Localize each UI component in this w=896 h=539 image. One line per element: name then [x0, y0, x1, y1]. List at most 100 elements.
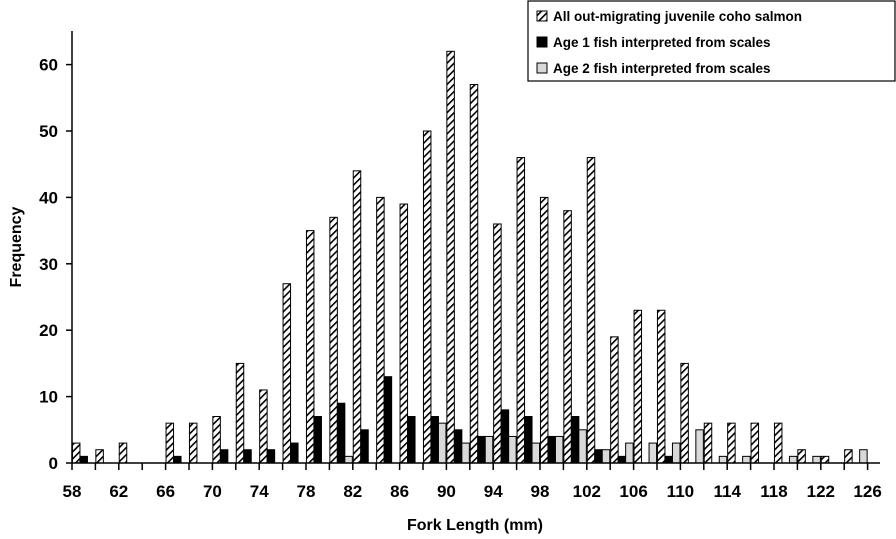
- y-tick-label: 0: [49, 454, 58, 473]
- bar-all: [352, 170, 362, 464]
- bar-age1: [407, 416, 416, 464]
- bar-age1: [79, 455, 88, 464]
- axes: [71, 31, 880, 464]
- bar-all: [376, 196, 385, 464]
- bar-age2: [742, 455, 751, 464]
- bar-all: [118, 442, 128, 464]
- bar-all: [797, 449, 806, 464]
- x-tick-label: 58: [63, 482, 82, 501]
- bar-all: [539, 196, 549, 464]
- bar-age1: [336, 402, 346, 464]
- bar-all: [680, 362, 689, 464]
- bar-age1: [290, 442, 299, 464]
- bar-age1: [477, 435, 486, 464]
- legend-label-all: All out-migrating juvenile coho salmon: [553, 9, 802, 24]
- y-tick-label: 10: [39, 388, 58, 407]
- bar-all: [446, 50, 455, 464]
- y-tick-label: 50: [39, 122, 58, 141]
- x-tick-label: 82: [343, 482, 362, 501]
- bar-age1: [547, 435, 556, 464]
- bar-age1: [313, 416, 322, 464]
- bar-all: [259, 389, 268, 464]
- bar-all: [820, 455, 830, 464]
- bar-age2: [695, 429, 704, 464]
- bar-all: [844, 449, 853, 464]
- bar-age1: [453, 429, 463, 464]
- bar-all: [516, 157, 526, 464]
- y-tick-label: 30: [39, 255, 58, 274]
- bar-all: [586, 157, 596, 464]
- bar-all: [212, 416, 221, 464]
- bar-age1: [173, 455, 182, 464]
- bar-age1: [664, 455, 673, 464]
- bar-age2: [718, 455, 728, 464]
- x-axis-ticks: 58 62 66 70 74 78 82 86 90 94 98 102 106 110 114 118 122…: [63, 463, 882, 501]
- bar-age2: [554, 435, 564, 464]
- bar-age2: [601, 449, 611, 464]
- y-tick-label: 60: [39, 56, 58, 75]
- x-tick-label: 62: [109, 482, 128, 501]
- x-tick-label: 126: [853, 482, 881, 501]
- y-axis-title: Frequency: [8, 206, 25, 287]
- bar-all: [282, 283, 292, 464]
- x-tick-label: 110: [667, 482, 694, 501]
- bar-age1: [266, 449, 276, 464]
- x-tick-label: 94: [484, 482, 503, 501]
- bar-age2: [625, 442, 634, 464]
- bars-layer: [71, 50, 868, 464]
- bar-all: [469, 84, 479, 464]
- x-tick-label: 78: [297, 482, 316, 501]
- bar-age2: [484, 435, 494, 464]
- x-axis-title: Fork Length (mm): [407, 517, 543, 534]
- bar-all: [750, 422, 760, 464]
- bar-all: [329, 216, 338, 464]
- bar-all: [703, 422, 713, 464]
- x-tick-label: 98: [531, 482, 550, 501]
- bar-age2: [788, 455, 798, 464]
- bar-age2: [344, 455, 353, 464]
- x-tick-label: 102: [573, 482, 601, 501]
- x-tick-label: 106: [619, 482, 647, 501]
- bar-all: [188, 422, 198, 464]
- legend-label-age2: Age 2 fish interpreted from scales: [553, 61, 771, 76]
- x-tick-label: 122: [807, 482, 835, 501]
- bar-age2: [648, 442, 658, 464]
- x-tick-label: 118: [760, 482, 787, 501]
- y-axis-ticks: 0 10 20 30 40 50 60: [39, 56, 72, 473]
- legend-box: [527, 0, 896, 82]
- bar-all: [235, 362, 245, 464]
- bar-age1: [360, 429, 369, 464]
- bar-all: [305, 230, 315, 464]
- y-tick-label: 40: [39, 188, 58, 207]
- bar-age1: [617, 455, 627, 464]
- bar-age2: [578, 429, 587, 464]
- bar-age1: [219, 449, 229, 464]
- legend-label-age1: Age 1 fish interpreted from scales: [553, 35, 771, 50]
- bar-all: [71, 442, 81, 464]
- bar-age2: [508, 435, 517, 464]
- bar-age2: [671, 442, 681, 464]
- x-tick-label: 114: [713, 482, 741, 501]
- bar-all: [727, 422, 736, 464]
- bar-age1: [243, 449, 252, 464]
- bar-all: [399, 203, 409, 464]
- bar-age1: [430, 416, 439, 464]
- bar-age1: [500, 409, 510, 464]
- bar-age2: [531, 442, 541, 464]
- bar-all: [633, 309, 643, 464]
- bar-all: [563, 210, 572, 464]
- bar-age1: [570, 416, 580, 464]
- bar-all: [773, 422, 783, 464]
- x-tick-label: 66: [156, 482, 175, 501]
- bar-age2: [859, 449, 868, 464]
- bar-all: [422, 130, 432, 464]
- bar-age2: [437, 422, 447, 464]
- x-tick-label: 86: [390, 482, 409, 501]
- bar-all: [656, 309, 666, 464]
- bar-age1: [594, 449, 603, 464]
- legend: All out-migrating juvenile coho salmon A…: [527, 0, 896, 82]
- bar-all: [95, 449, 104, 464]
- bar-age2: [812, 455, 821, 464]
- x-tick-label: 90: [437, 482, 456, 501]
